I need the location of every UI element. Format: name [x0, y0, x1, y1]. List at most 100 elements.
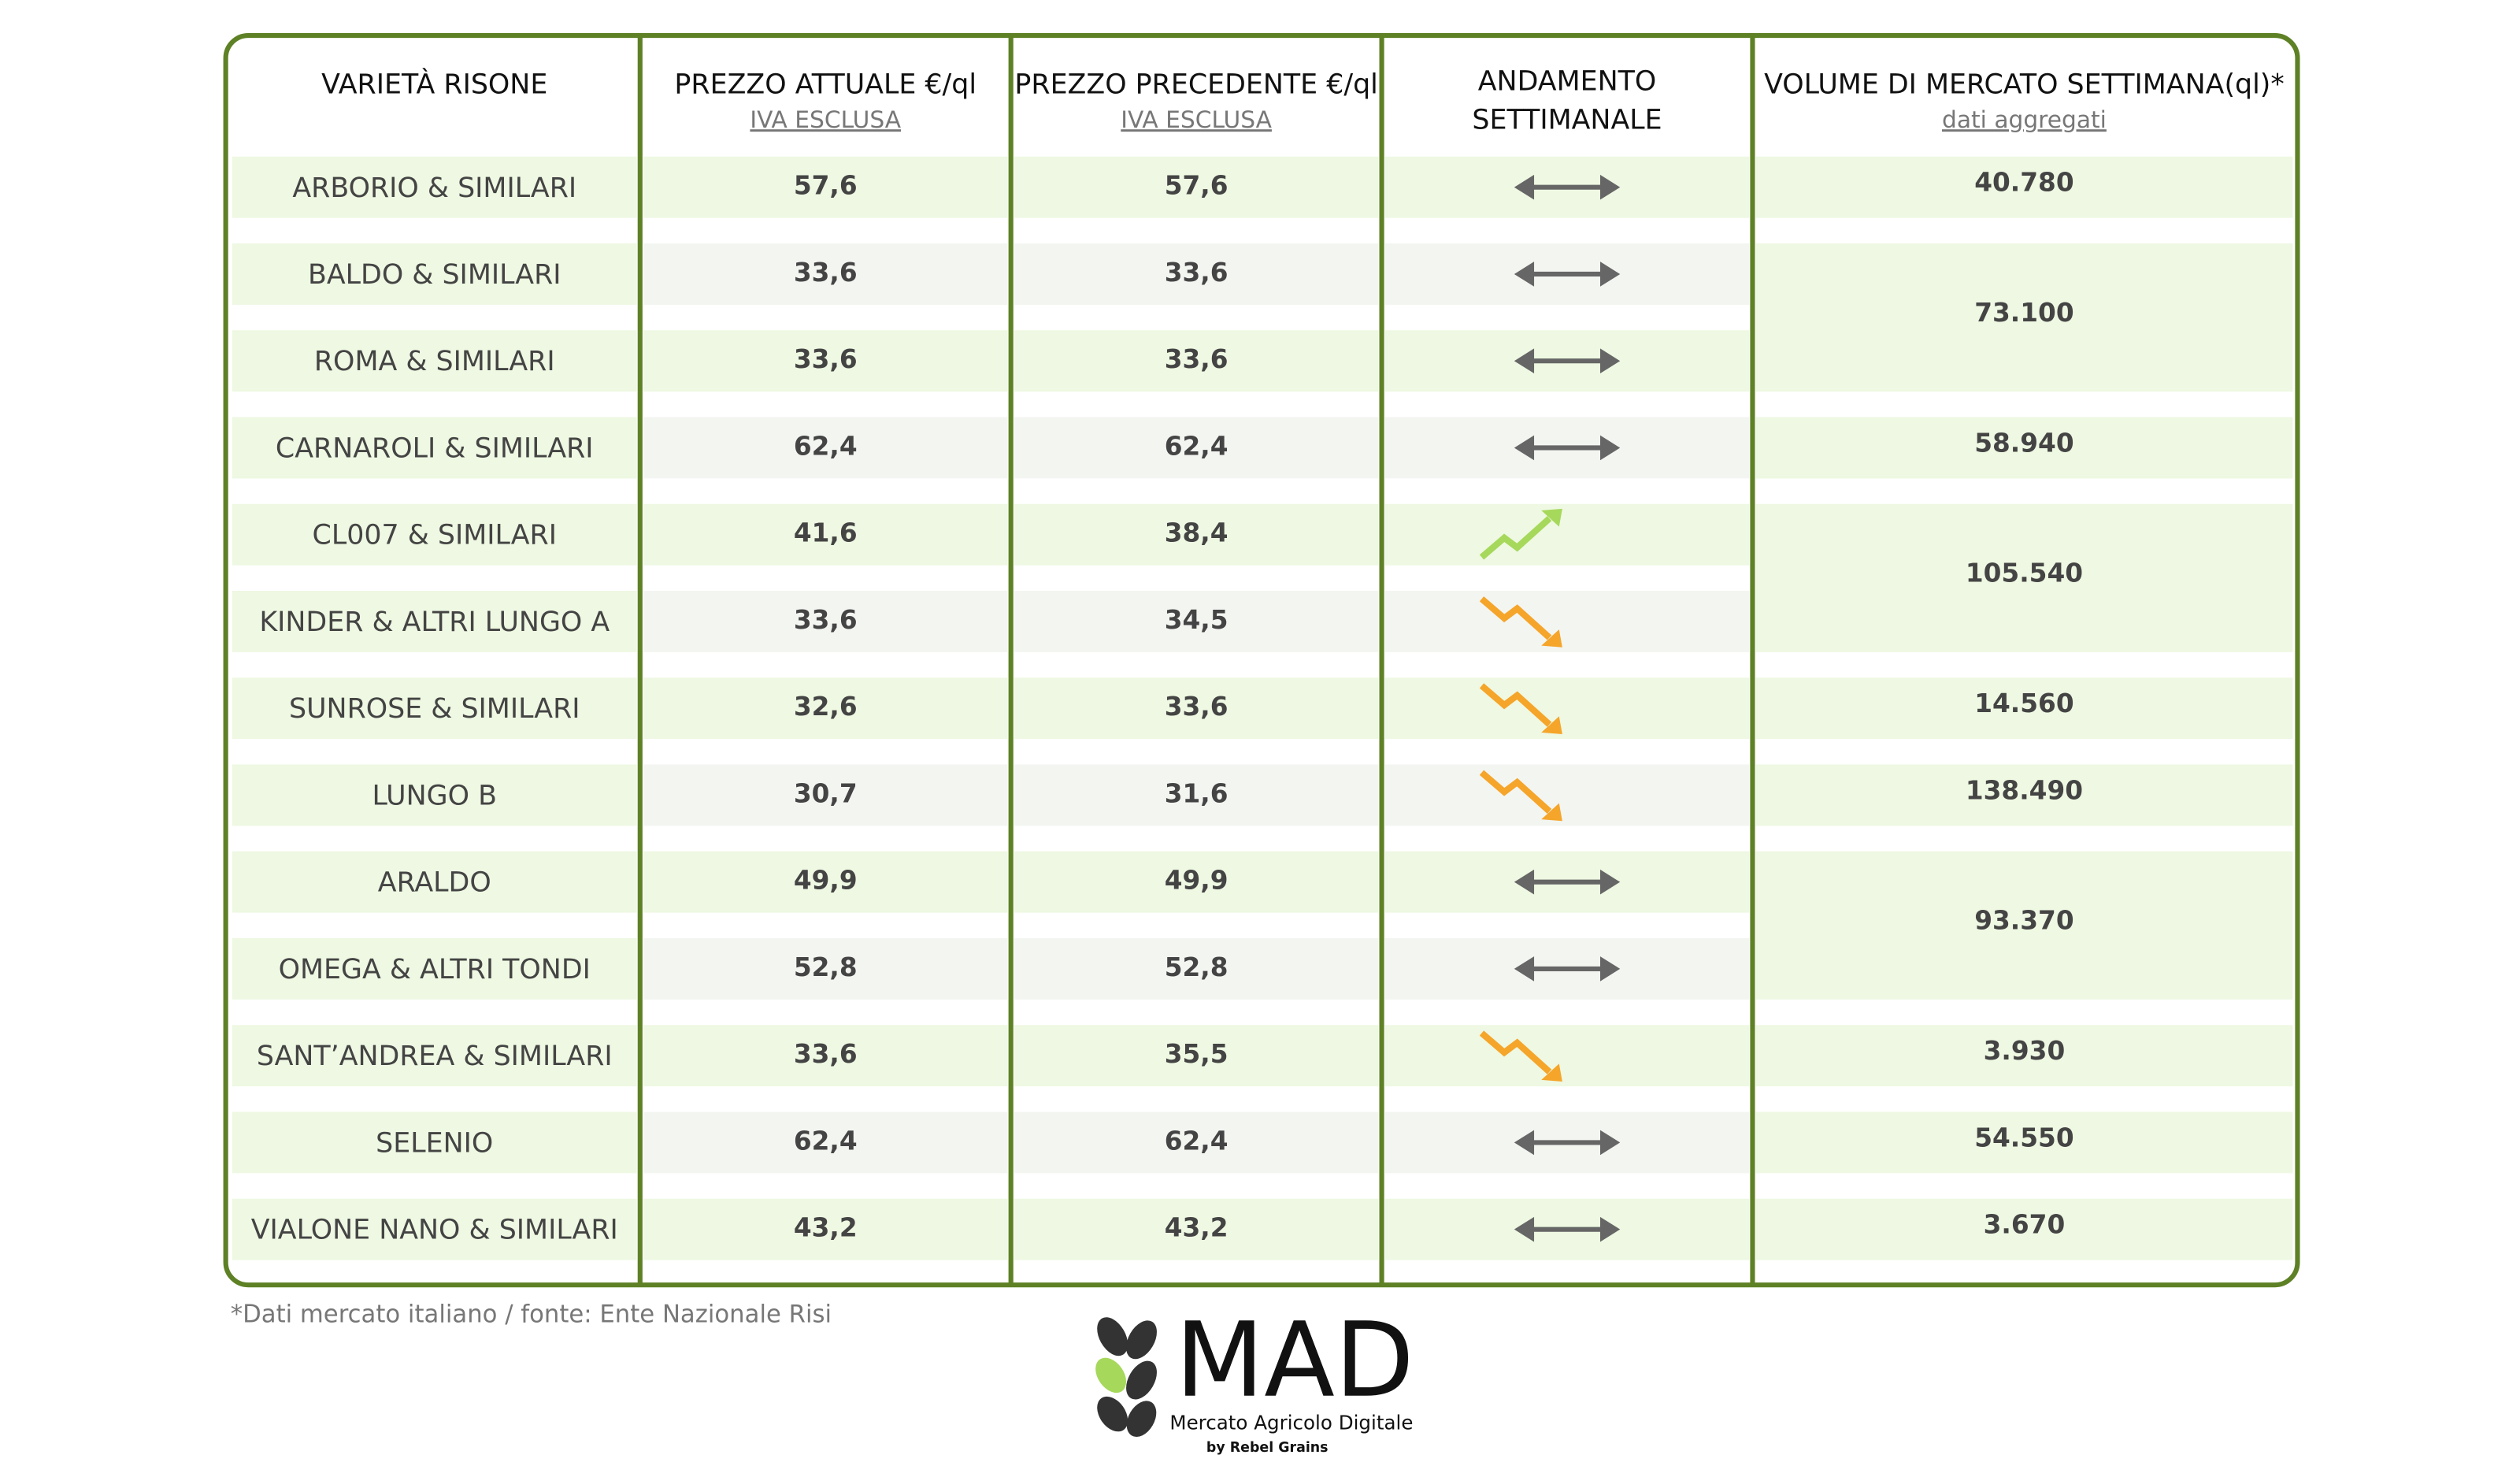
row-stripe — [643, 243, 1008, 305]
variety-name: SELENIO — [376, 1127, 493, 1159]
row-stripe — [1014, 677, 1379, 740]
variety-name: ARALDO — [378, 867, 491, 899]
volume-value: 93.370 — [1974, 906, 2073, 936]
variety-name: VIALONE NANO & SIMILARI — [251, 1215, 618, 1246]
row-stripe — [643, 330, 1008, 392]
trend-flat-arrow — [1514, 956, 1621, 982]
variety-name: SANT’ANDREA & SIMILARI — [257, 1041, 613, 1072]
volume-value: 73.100 — [1974, 298, 2073, 328]
previous-price: 31,6 — [1165, 778, 1228, 808]
trend-flat-arrow — [1514, 174, 1621, 200]
variety-name: KINDER & ALTRI LUNGO A — [259, 607, 610, 638]
volume-stripe — [1755, 764, 2293, 826]
volume-value: 40.780 — [1974, 168, 2073, 198]
variety-name: LUNGO B — [372, 780, 497, 811]
row-stripe — [643, 1111, 1008, 1174]
variety-name: ROMA & SIMILARI — [314, 346, 555, 377]
volume-stripe — [1755, 243, 2293, 392]
trend-down-head — [1541, 629, 1562, 648]
row-stripe — [1384, 503, 1750, 566]
previous-price: 57,6 — [1165, 171, 1228, 201]
volume-value: 54.550 — [1974, 1123, 2073, 1152]
footnote: *Dati mercato italiano / fonte: Ente Naz… — [231, 1301, 832, 1329]
current-price: 33,6 — [794, 344, 858, 374]
volume-value: 138.490 — [1966, 775, 2083, 805]
row-stripe — [232, 677, 637, 740]
row-stripe — [643, 851, 1008, 913]
logo-name: MAD — [1175, 1300, 1414, 1420]
trend-flat-arrow — [1514, 262, 1621, 287]
trend-down-arrow — [1479, 1030, 1552, 1074]
row-stripe — [1014, 764, 1379, 826]
previous-price: 33,6 — [1165, 692, 1228, 722]
current-price: 33,6 — [794, 1039, 858, 1069]
current-price: 41,6 — [794, 518, 858, 548]
trend-down-arrow — [1479, 683, 1552, 727]
previous-price: 33,6 — [1165, 258, 1228, 288]
row-stripe — [643, 1198, 1008, 1260]
row-stripe — [643, 1025, 1008, 1087]
row-stripe — [1014, 851, 1379, 913]
row-stripe — [1384, 677, 1750, 740]
variety-name: SUNROSE & SIMILARI — [289, 693, 580, 725]
row-stripe — [643, 503, 1008, 566]
logo-by: by Rebel Grains — [1206, 1440, 1329, 1456]
trend-down-head — [1541, 716, 1562, 734]
trend-down-arrow — [1479, 596, 1552, 640]
variety-name: BALDO & SIMILARI — [308, 259, 561, 291]
variety-name: ARBORIO & SIMILARI — [292, 173, 576, 204]
current-price: 57,6 — [794, 171, 858, 201]
current-price: 30,7 — [794, 778, 858, 808]
row-stripe — [1014, 156, 1379, 218]
current-price: 49,9 — [794, 866, 858, 896]
row-stripe — [1014, 503, 1379, 566]
row-stripe — [1014, 1111, 1379, 1174]
row-stripe — [1014, 1025, 1379, 1087]
trend-flat-arrow — [1514, 348, 1621, 373]
row-stripe — [232, 503, 637, 566]
current-price: 62,4 — [794, 1126, 858, 1156]
trend-flat-arrow — [1514, 1216, 1621, 1242]
row-stripe — [643, 677, 1008, 740]
row-stripe — [232, 591, 637, 652]
header-label: ANDAMENTO — [1478, 65, 1657, 97]
volume-value: 14.560 — [1974, 688, 2073, 718]
row-stripe — [232, 156, 637, 218]
row-stripe — [643, 156, 1008, 218]
volume-stripe — [1755, 503, 2293, 652]
current-price: 33,6 — [794, 605, 858, 635]
volume-value: 58.940 — [1974, 428, 2073, 458]
header-label: PREZZO PRECEDENTE €/ql — [1014, 69, 1377, 101]
previous-price: 62,4 — [1165, 431, 1228, 461]
variety-name: CARNAROLI & SIMILARI — [276, 432, 594, 464]
row-stripe — [643, 764, 1008, 826]
logo-leaves — [1095, 1317, 1157, 1438]
row-stripe — [232, 243, 637, 305]
trend-down-arrow — [1479, 770, 1552, 814]
volume-stripe — [1755, 851, 2293, 1000]
volume-value: 3.930 — [1984, 1036, 2066, 1066]
row-stripe — [643, 417, 1008, 479]
header-note: dati aggregati — [1942, 106, 2107, 134]
previous-price: 49,9 — [1165, 866, 1228, 896]
trend-down-head — [1541, 803, 1562, 822]
trend-up-arrow — [1479, 516, 1552, 560]
trend-down-head — [1541, 1063, 1562, 1082]
table-border — [223, 33, 2300, 1288]
header-label: SETTIMANALE — [1472, 105, 1662, 136]
previous-price: 62,4 — [1165, 1126, 1228, 1156]
previous-price: 38,4 — [1165, 518, 1228, 548]
logo-tagline: Mercato Agricolo Digitale — [1169, 1411, 1413, 1434]
row-stripe — [1384, 591, 1750, 652]
row-stripe — [643, 591, 1008, 652]
volume-value: 105.540 — [1966, 559, 2083, 588]
row-stripe — [1014, 243, 1379, 305]
row-stripe — [1014, 591, 1379, 652]
volume-stripe — [1755, 1025, 2293, 1087]
row-stripe — [1014, 417, 1379, 479]
row-stripe — [643, 937, 1008, 1000]
previous-price: 52,8 — [1165, 952, 1228, 982]
trend-flat-arrow — [1514, 435, 1621, 461]
row-stripe — [232, 764, 637, 826]
